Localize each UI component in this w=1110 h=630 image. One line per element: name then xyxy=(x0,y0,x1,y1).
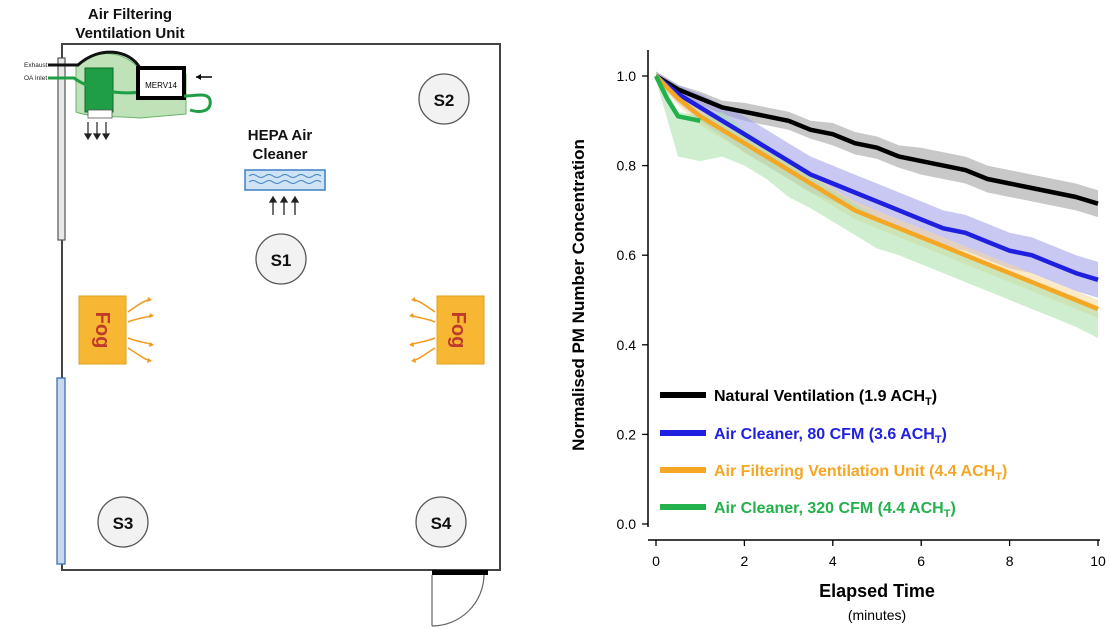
sensor-label: S4 xyxy=(431,514,452,533)
sensor-s1: S1 xyxy=(255,233,307,285)
sensor-s2: S2 xyxy=(418,73,470,125)
y-ticks: 0.0 0.2 0.4 0.6 0.8 1.0 xyxy=(617,68,648,532)
chart: 0.0 0.2 0.4 0.6 0.8 1.0 0 2 4 6 8 10 Normalised PM… xyxy=(569,50,1106,623)
x-tick-label: 2 xyxy=(741,553,749,569)
confidence-bands xyxy=(656,71,1098,339)
hepa-inflow-arrows xyxy=(268,195,300,215)
ventilation-unit: MERV14 Exhaust OA Inlet xyxy=(24,50,212,141)
hepa-label-line2: Cleaner xyxy=(252,146,307,163)
y-tick-label: 0.8 xyxy=(617,158,637,174)
band-series-3 xyxy=(656,71,1098,318)
x-tick-label: 0 xyxy=(652,553,660,569)
sensor-s4: S4 xyxy=(415,496,467,548)
x-tick-label: 4 xyxy=(829,553,837,569)
merv14-filter xyxy=(136,66,186,100)
line-series-4 xyxy=(653,75,701,124)
legend-label: Air Cleaner, 320 CFM (4.4 ACHT) xyxy=(714,500,956,520)
fog-machine-left: Fog xyxy=(78,295,154,365)
fog-machine-right: Fog xyxy=(409,295,485,365)
unit-title-line2: Ventilation Unit xyxy=(75,25,184,42)
fog-label: Fog xyxy=(91,312,113,349)
oa-inlet-label: OA Inlet xyxy=(24,75,47,82)
line-series-1 xyxy=(654,74,1099,206)
window-lower xyxy=(56,377,66,565)
fog-label: Fog xyxy=(447,312,469,349)
door xyxy=(431,570,488,627)
band-series-4 xyxy=(656,71,1098,339)
x-tick-label: 10 xyxy=(1090,553,1106,569)
legend: Natural Ventilation (1.9 ACHT) Air Cleane… xyxy=(660,388,1007,520)
hepa-air-cleaner: HEPA Air Cleaner xyxy=(244,127,326,215)
floor-plan: Air Filtering Ventilation Unit MERV14 xyxy=(24,6,501,627)
legend-label: Natural Ventilation (1.9 ACHT) xyxy=(714,388,937,408)
line-series-3 xyxy=(654,74,1099,312)
sensor-s3: S3 xyxy=(97,496,149,548)
y-tick-label: 0.4 xyxy=(617,337,637,353)
y-tick-label: 0.0 xyxy=(617,516,637,532)
x-ticks: 0 2 4 6 8 10 xyxy=(652,540,1106,569)
room-outline xyxy=(61,43,501,571)
legend-label: Air Cleaner, 80 CFM (3.6 ACHT) xyxy=(714,426,947,446)
sensor-label: S1 xyxy=(271,251,292,270)
y-axis-label: Normalised PM Number Concentration xyxy=(569,139,588,451)
x-tick-label: 8 xyxy=(1006,553,1014,569)
y-tick-label: 0.2 xyxy=(617,426,637,442)
y-tick-label: 1.0 xyxy=(617,68,637,84)
unit-outflow-arrows xyxy=(83,122,111,141)
series-lines xyxy=(653,74,1099,312)
x-tick-label: 6 xyxy=(917,553,925,569)
window-upper xyxy=(57,57,66,241)
y-tick-label: 0.6 xyxy=(617,247,637,263)
hepa-label-line1: HEPA Air xyxy=(248,127,313,144)
legend-label: Air Filtering Ventilation Unit (4.4 ACHT… xyxy=(714,463,1007,483)
x-axis-label: Elapsed Time xyxy=(819,581,935,601)
sensor-label: S2 xyxy=(434,91,455,110)
unit-title-line1: Air Filtering xyxy=(88,6,172,23)
line-series-2 xyxy=(654,74,1099,282)
filter-label: MERV14 xyxy=(145,81,177,90)
exhaust-label: Exhaust xyxy=(24,62,48,69)
x-axis-sublabel: (minutes) xyxy=(848,607,906,623)
oa-inlet-duct xyxy=(48,76,141,95)
sensor-label: S3 xyxy=(113,514,134,533)
